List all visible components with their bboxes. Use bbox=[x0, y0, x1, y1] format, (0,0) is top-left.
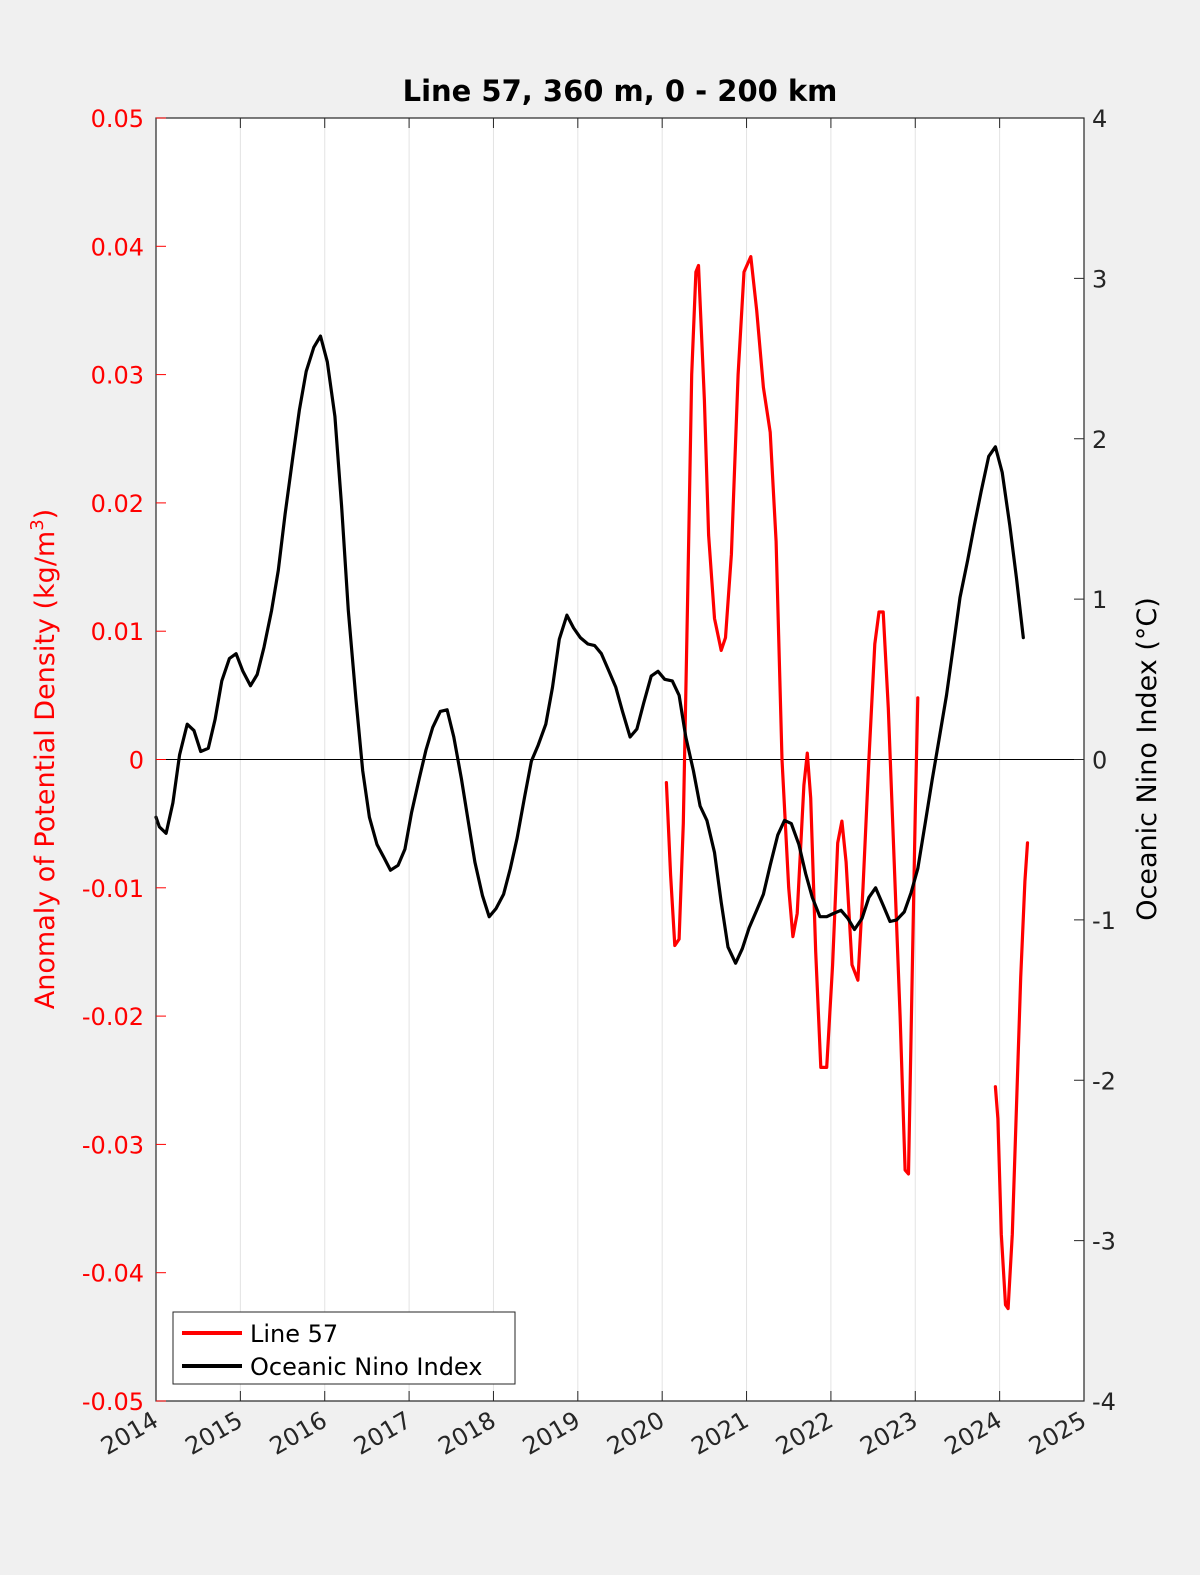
legend-label-oni: Oceanic Nino Index bbox=[250, 1353, 482, 1381]
x-tick-label: 2020 bbox=[602, 1406, 669, 1461]
legend-label-line57: Line 57 bbox=[250, 1320, 338, 1348]
y-left-tick-label: -0.04 bbox=[82, 1260, 144, 1288]
y-left-tick-label: -0.03 bbox=[82, 1131, 144, 1159]
y-right-label: Oceanic Nino Index (°C) bbox=[1132, 597, 1163, 921]
y-left-label-sup: 3 bbox=[27, 519, 48, 530]
y-left-tick-label: 0.04 bbox=[91, 233, 144, 261]
legend-box bbox=[172, 1311, 516, 1385]
x-tick-label: 2023 bbox=[855, 1406, 922, 1461]
y-left-label-close: ) bbox=[30, 509, 61, 520]
x-tick-label: 2022 bbox=[771, 1406, 838, 1461]
series-line-line-57 bbox=[664, 255, 920, 1176]
y-right-tick-label: 1 bbox=[1092, 586, 1107, 614]
y-left-tick-label: 0.02 bbox=[91, 490, 144, 518]
y-right-tick-label: -2 bbox=[1092, 1067, 1116, 1095]
x-tick-label: 2024 bbox=[940, 1406, 1007, 1461]
y-left-tick-label: 0 bbox=[129, 747, 144, 775]
y-right-tick-label: 2 bbox=[1092, 426, 1107, 454]
legend: Line 57 Oceanic Nino Index bbox=[172, 1311, 516, 1385]
y-right-tick-label: 0 bbox=[1092, 747, 1107, 775]
x-tick-label: 2016 bbox=[265, 1406, 332, 1461]
y-right-tick-label: -1 bbox=[1092, 907, 1116, 935]
chart-title: Line 57, 360 m, 0 - 200 km bbox=[403, 74, 838, 108]
y-left-tick-label: -0.01 bbox=[82, 875, 144, 903]
x-tick-label: 2015 bbox=[180, 1406, 247, 1461]
x-tick-label: 2025 bbox=[1024, 1406, 1091, 1461]
y-right-tick-label: 3 bbox=[1092, 265, 1107, 293]
y-left-tick-label: -0.05 bbox=[82, 1388, 144, 1416]
x-tick-label: 2017 bbox=[349, 1406, 416, 1461]
y-left-tick-label: 0.05 bbox=[91, 105, 144, 133]
y-left-label-main: Anomaly of Potential Density (kg/m bbox=[30, 531, 61, 1009]
y-right-tick-label: -4 bbox=[1092, 1388, 1116, 1416]
x-tick-label: 2019 bbox=[518, 1406, 585, 1461]
series-line-oceanic-nino-index bbox=[154, 334, 1025, 965]
ticks: 2 0 1 4 2015 2016 2017 2018 2019 2020 2021 2022 2023… bbox=[82, 105, 1116, 1461]
y-right-tick-label: 4 bbox=[1092, 105, 1107, 133]
y-left-tick-label: 0.03 bbox=[91, 362, 144, 390]
x-tick-label: 2018 bbox=[434, 1406, 501, 1461]
x-tick-label: 2021 bbox=[687, 1406, 754, 1461]
y-left-tick-label: -0.02 bbox=[82, 1003, 144, 1031]
y-right-tick-label: -3 bbox=[1092, 1228, 1116, 1256]
y-left-tick-label: 0.01 bbox=[91, 618, 144, 646]
series-line-line-57 bbox=[993, 841, 1030, 1311]
series-layer bbox=[154, 255, 1030, 1311]
y-left-label: Anomaly of Potential Density (kg/m3) bbox=[27, 509, 61, 1009]
